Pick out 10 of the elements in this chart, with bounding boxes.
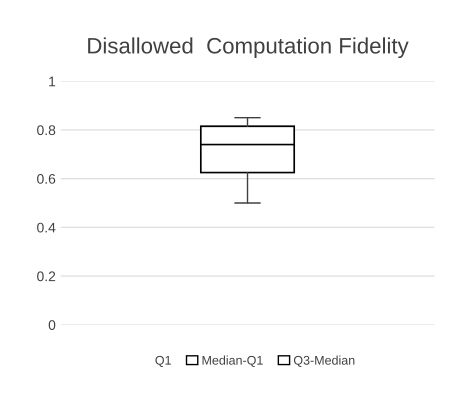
text: Median-Q1 [202,356,263,367]
text: Q3-Median [294,356,354,367]
text: Q1 [155,356,171,367]
y-tick-label: 1 [49,76,56,86]
y-tick-label: 0.8 [37,125,56,136]
y-tick-label: 0 [48,320,56,330]
y-tick-label: 0.2 [37,271,56,282]
y-tick-label: 0.6 [37,174,56,184]
chart-title: Disallowed Computation Fidelity [88,37,409,58]
y-tick-label: 0.4 [37,222,56,233]
